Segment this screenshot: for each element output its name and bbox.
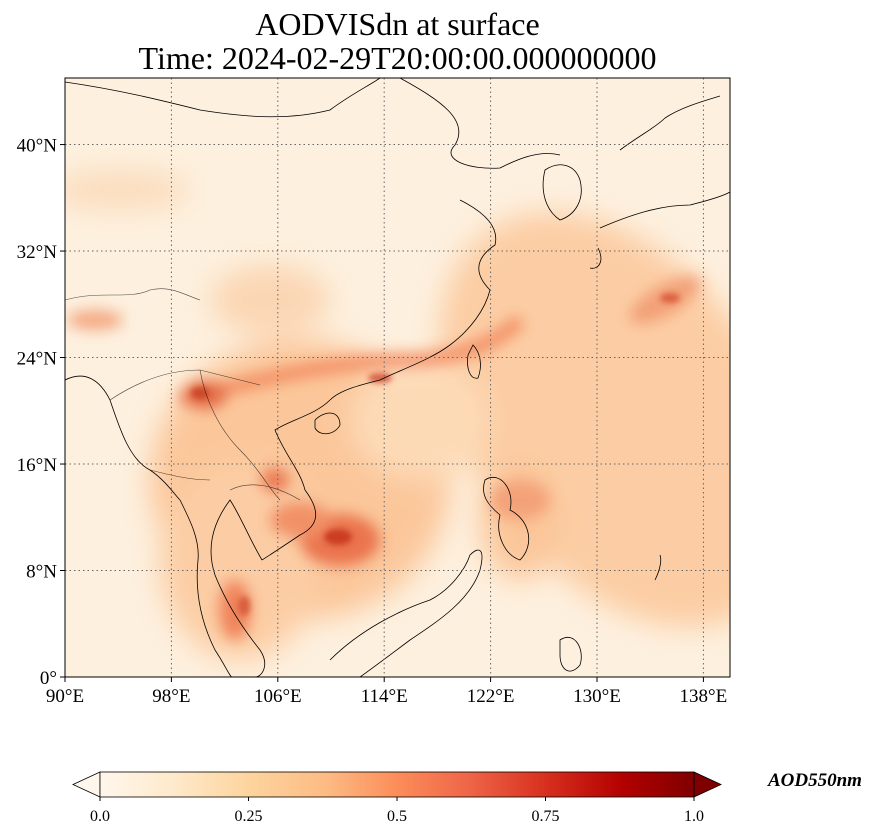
lat-tick-label: 8°N: [26, 562, 57, 583]
colorbar-gradient: [100, 772, 694, 797]
colorbar: 0.0 0.25 0.5 0.75 1.0: [72, 771, 722, 825]
lat-tick-label: 16°N: [17, 455, 58, 476]
lon-tick-label: 90°E: [46, 686, 84, 707]
colorbar-extend-low: [72, 771, 101, 798]
map-title-line2: Time: 2024-02-29T20:00:00.000000000: [138, 40, 657, 76]
lon-tick-label: 122°E: [467, 686, 515, 707]
axis-ticks: 90°E 98°E 106°E 114°E 122°E 130°E 138°E 0° 8°N 16…: [17, 136, 728, 707]
colorbar-tick-label: 0.75: [532, 808, 560, 825]
colorbar-tick-label: 1.0: [684, 808, 704, 825]
colorbar-extend-high: [693, 771, 722, 798]
colorbar-label: AOD550nm: [768, 770, 862, 791]
colorbar-tick-label: 0.25: [235, 808, 263, 825]
colorbar-tick-label: 0.0: [90, 808, 110, 825]
lat-tick-label: 40°N: [17, 136, 58, 157]
lat-tick-label: 0°: [40, 668, 57, 689]
map-frame: [64, 77, 731, 678]
lat-tick-label: 32°N: [17, 242, 58, 263]
lon-tick-label: 138°E: [680, 686, 728, 707]
aod-field: [65, 78, 730, 677]
country-borders: [65, 288, 301, 501]
map-title-line1: AODVISdn at surface: [255, 6, 540, 42]
lon-tick-label: 114°E: [361, 686, 408, 707]
lon-tick-label: 106°E: [254, 686, 302, 707]
lon-tick-label: 98°E: [152, 686, 190, 707]
colorbar-tick-label: 0.5: [387, 808, 407, 825]
lat-tick-label: 24°N: [17, 349, 58, 370]
lon-tick-label: 130°E: [573, 686, 621, 707]
